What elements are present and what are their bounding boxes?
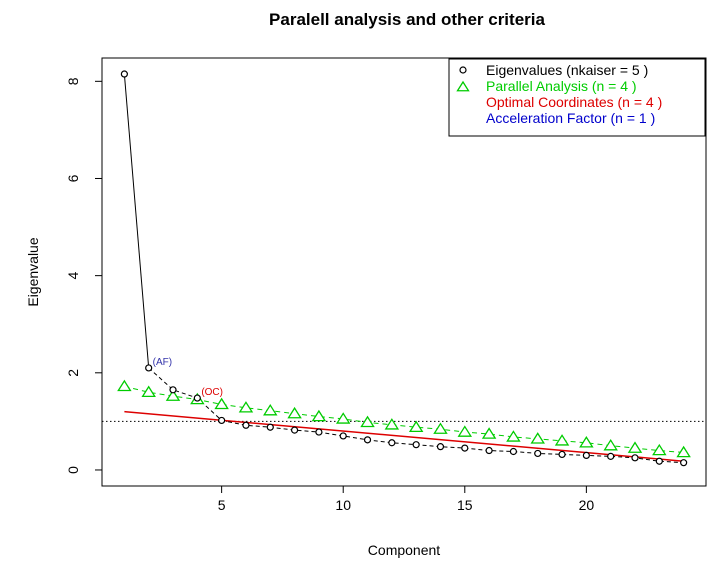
parallel-analysis-point (311, 409, 327, 422)
eigenvalue-point (290, 426, 299, 434)
x-axis-ticks: 5 10 15 20 (218, 486, 595, 513)
parallel-analysis-point (287, 406, 302, 419)
eigenvalue-point (412, 441, 420, 449)
plot-frame (101, 57, 707, 487)
x-tick-label: 15 (457, 497, 473, 513)
eigenvalue-point (218, 416, 226, 425)
y-tick-label: 2 (65, 369, 81, 377)
legend-entry: Optimal Coordinates (n = 4 ) (486, 94, 662, 110)
y-tick-label: 4 (65, 272, 81, 280)
legend-parallel-symbol (456, 80, 470, 92)
parallel-analysis-point (384, 418, 400, 430)
eigenvalue-point (145, 364, 153, 372)
eigenvalue-point (388, 439, 396, 447)
eigenvalue-point (558, 450, 566, 459)
eigenvalue-point (485, 446, 493, 455)
chart-title: Paralell analysis and other criteria (269, 10, 545, 29)
eigenvalue-point (120, 70, 128, 78)
parallel-analysis-point (263, 403, 278, 416)
eigenvalue-dashed-line (148, 367, 684, 464)
parallel-analysis-point (506, 430, 521, 442)
annotation-label: (AF) (153, 357, 172, 368)
parallel-analysis-point (214, 397, 229, 410)
parallel-analysis-point (141, 385, 156, 398)
y-tick-label: 8 (65, 77, 81, 85)
x-tick-label: 10 (335, 497, 351, 513)
parallel-analysis-point (457, 425, 473, 437)
eigenvalue-point (582, 451, 590, 459)
eigenvalue-point (363, 436, 372, 444)
eigenvalue-point (461, 444, 469, 452)
eigenvalue-point (607, 452, 615, 460)
plot-marks: (AF) (OC) (102, 70, 706, 467)
y-axis-ticks: 0 2 4 6 8 (65, 77, 102, 474)
eigenvalue-line-segment (123, 73, 150, 368)
eigenvalue-point (266, 423, 274, 431)
x-tick-label: 20 (579, 497, 595, 513)
eigenvalue-point (169, 386, 177, 394)
eigenvalue-point (655, 457, 663, 465)
parallel-analysis-point (652, 443, 667, 456)
eigenvalue-point (680, 459, 688, 467)
eigenvalue-point (339, 432, 347, 440)
legend-entry: Eigenvalues (nkaiser = 5 ) (486, 62, 648, 78)
parallel-analysis-point (554, 434, 570, 446)
parallel-analysis-point (627, 441, 643, 453)
eigenvalue-point (193, 394, 201, 402)
y-tick-label: 0 (65, 466, 81, 474)
legend: Eigenvalues (nkaiser = 5 )Parallel Analy… (448, 58, 706, 137)
eigenvalue-point (509, 447, 518, 456)
parallel-analysis-point (579, 436, 594, 448)
optimal-coordinates-line (124, 410, 684, 462)
parallel-analysis-point (238, 401, 254, 413)
parallel-analysis-point (117, 379, 132, 392)
legend-entry: Parallel Analysis (n = 4 ) (486, 78, 637, 94)
parallel-analysis-point (360, 415, 375, 428)
parallel-analysis-point (165, 389, 181, 401)
parallel-analysis-point (408, 420, 424, 432)
legend-box (448, 58, 706, 137)
parallel-analysis-point (676, 445, 691, 458)
parallel-analysis-point (603, 438, 618, 451)
eigenvalue-point (631, 454, 639, 462)
parallel-analysis-point (335, 412, 351, 424)
y-tick-label: 6 (65, 174, 81, 182)
x-axis-label: Component (368, 542, 440, 558)
parallel-analysis-point (433, 422, 448, 434)
eigenvalue-point (315, 428, 323, 436)
legend-eigenvalue-symbol (459, 66, 467, 74)
y-axis-label: Eigenvalue (25, 237, 41, 306)
eigenvalue-point (534, 449, 542, 458)
eigenvalue-point (242, 421, 250, 429)
legend-entry: Acceleration Factor (n = 1 ) (486, 110, 655, 126)
parallel-analysis-point (481, 427, 497, 439)
parallel-analysis-point (530, 432, 545, 444)
x-tick-label: 5 (218, 497, 226, 513)
eigenvalue-point (436, 443, 445, 451)
annotation-label: (OC) (201, 387, 223, 398)
